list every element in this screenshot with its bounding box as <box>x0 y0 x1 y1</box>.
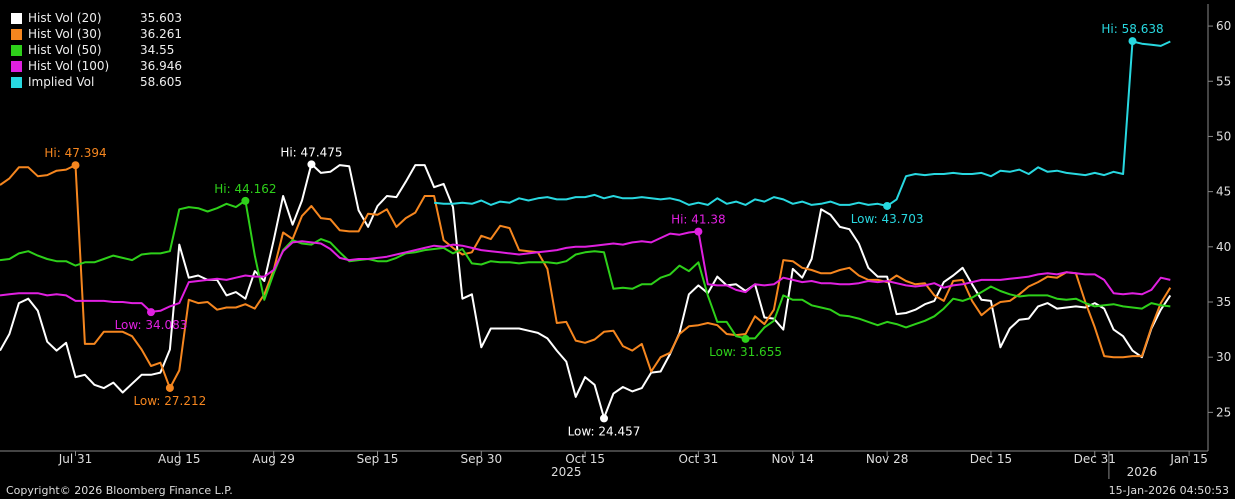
annotation-label: Hi: 47.475 <box>280 145 342 159</box>
legend: Hist Vol (20) 35.603 Hist Vol (30) 36.26… <box>10 10 182 90</box>
year-label: 2026 <box>1127 465 1158 479</box>
x-tick-label: Jan 15 <box>1169 452 1208 466</box>
timestamp-text: 15-Jan-2026 04:50:53 <box>1108 484 1229 497</box>
x-tick-label: Dec 15 <box>970 452 1012 466</box>
extreme-marker <box>241 196 250 205</box>
legend-item-hist-vol-20[interactable]: Hist Vol (20) 35.603 <box>10 10 182 26</box>
extreme-marker <box>741 334 750 343</box>
annotation-label: Low: 24.457 <box>568 424 641 438</box>
legend-label: Hist Vol (20) <box>28 11 102 25</box>
legend-label: Hist Vol (100) <box>28 59 110 73</box>
legend-item-hist-vol-50[interactable]: Hist Vol (50) 34.55 <box>10 42 182 58</box>
copyright-text: Copyright© 2026 Bloomberg Finance L.P. <box>6 484 233 497</box>
x-tick-label: Nov 14 <box>771 452 814 466</box>
y-tick-label: 45 <box>1216 185 1231 199</box>
x-tick-label: Dec 31 <box>1074 452 1116 466</box>
legend-label: Implied Vol <box>28 75 95 89</box>
extreme-marker <box>147 308 155 317</box>
legend-swatch <box>10 75 23 89</box>
y-tick-label: 30 <box>1216 350 1231 364</box>
extreme-marker <box>883 201 892 210</box>
legend-item-implied-vol[interactable]: Implied Vol 58.605 <box>10 74 182 90</box>
legend-label: Hist Vol (30) <box>28 27 102 41</box>
x-tick-label: Oct 15 <box>565 452 605 466</box>
y-tick-label: 25 <box>1216 405 1231 419</box>
x-tick-label: Oct 31 <box>678 452 718 466</box>
annotation-label: Low: 43.703 <box>851 212 924 226</box>
x-tick-label: Aug 15 <box>158 452 201 466</box>
extreme-marker <box>1128 37 1137 46</box>
annotation-label: Hi: 47.394 <box>44 146 106 160</box>
x-tick-label: Sep 30 <box>460 452 502 466</box>
y-tick-label: 40 <box>1216 240 1231 254</box>
extreme-marker <box>600 414 608 423</box>
legend-value: 36.946 <box>140 59 182 73</box>
x-tick-label: Jul 31 <box>58 452 93 466</box>
legend-swatch <box>10 27 23 41</box>
series-line <box>0 163 1172 419</box>
annotation-label: Low: 34.083 <box>115 318 188 332</box>
y-tick-label: 50 <box>1216 129 1231 143</box>
legend-label: Hist Vol (50) <box>28 43 102 57</box>
y-tick-label: 55 <box>1216 74 1231 88</box>
extreme-marker <box>307 160 316 169</box>
legend-value: 34.55 <box>140 43 175 57</box>
legend-value: 58.605 <box>140 75 182 89</box>
annotation-label: Low: 31.655 <box>709 345 782 359</box>
legend-value: 36.261 <box>140 27 182 41</box>
y-tick-label: 35 <box>1216 295 1231 309</box>
year-label: 2025 <box>551 465 582 479</box>
series-line <box>0 199 1171 340</box>
x-tick-label: Aug 29 <box>252 452 295 466</box>
series-line <box>0 230 1171 313</box>
legend-swatch <box>10 43 23 57</box>
series-line <box>0 164 1172 390</box>
annotation-label: Hi: 58.638 <box>1101 22 1163 36</box>
annotation-label: Low: 27.212 <box>133 394 206 408</box>
extreme-marker <box>694 227 703 236</box>
y-tick-label: 60 <box>1216 19 1231 33</box>
annotation-label: Hi: 41.38 <box>671 213 726 227</box>
legend-swatch <box>10 11 23 25</box>
series-line <box>433 40 1171 207</box>
extreme-marker <box>165 383 174 392</box>
legend-value: 35.603 <box>140 11 182 25</box>
legend-item-hist-vol-100[interactable]: Hist Vol (100) 36.946 <box>10 58 182 74</box>
x-tick-label: Sep 15 <box>357 452 399 466</box>
annotation-label: Hi: 44.162 <box>214 182 276 196</box>
x-tick-label: Nov 28 <box>866 452 909 466</box>
legend-item-hist-vol-30[interactable]: Hist Vol (30) 36.261 <box>10 26 182 42</box>
legend-swatch <box>10 59 23 73</box>
extreme-marker <box>71 161 80 170</box>
